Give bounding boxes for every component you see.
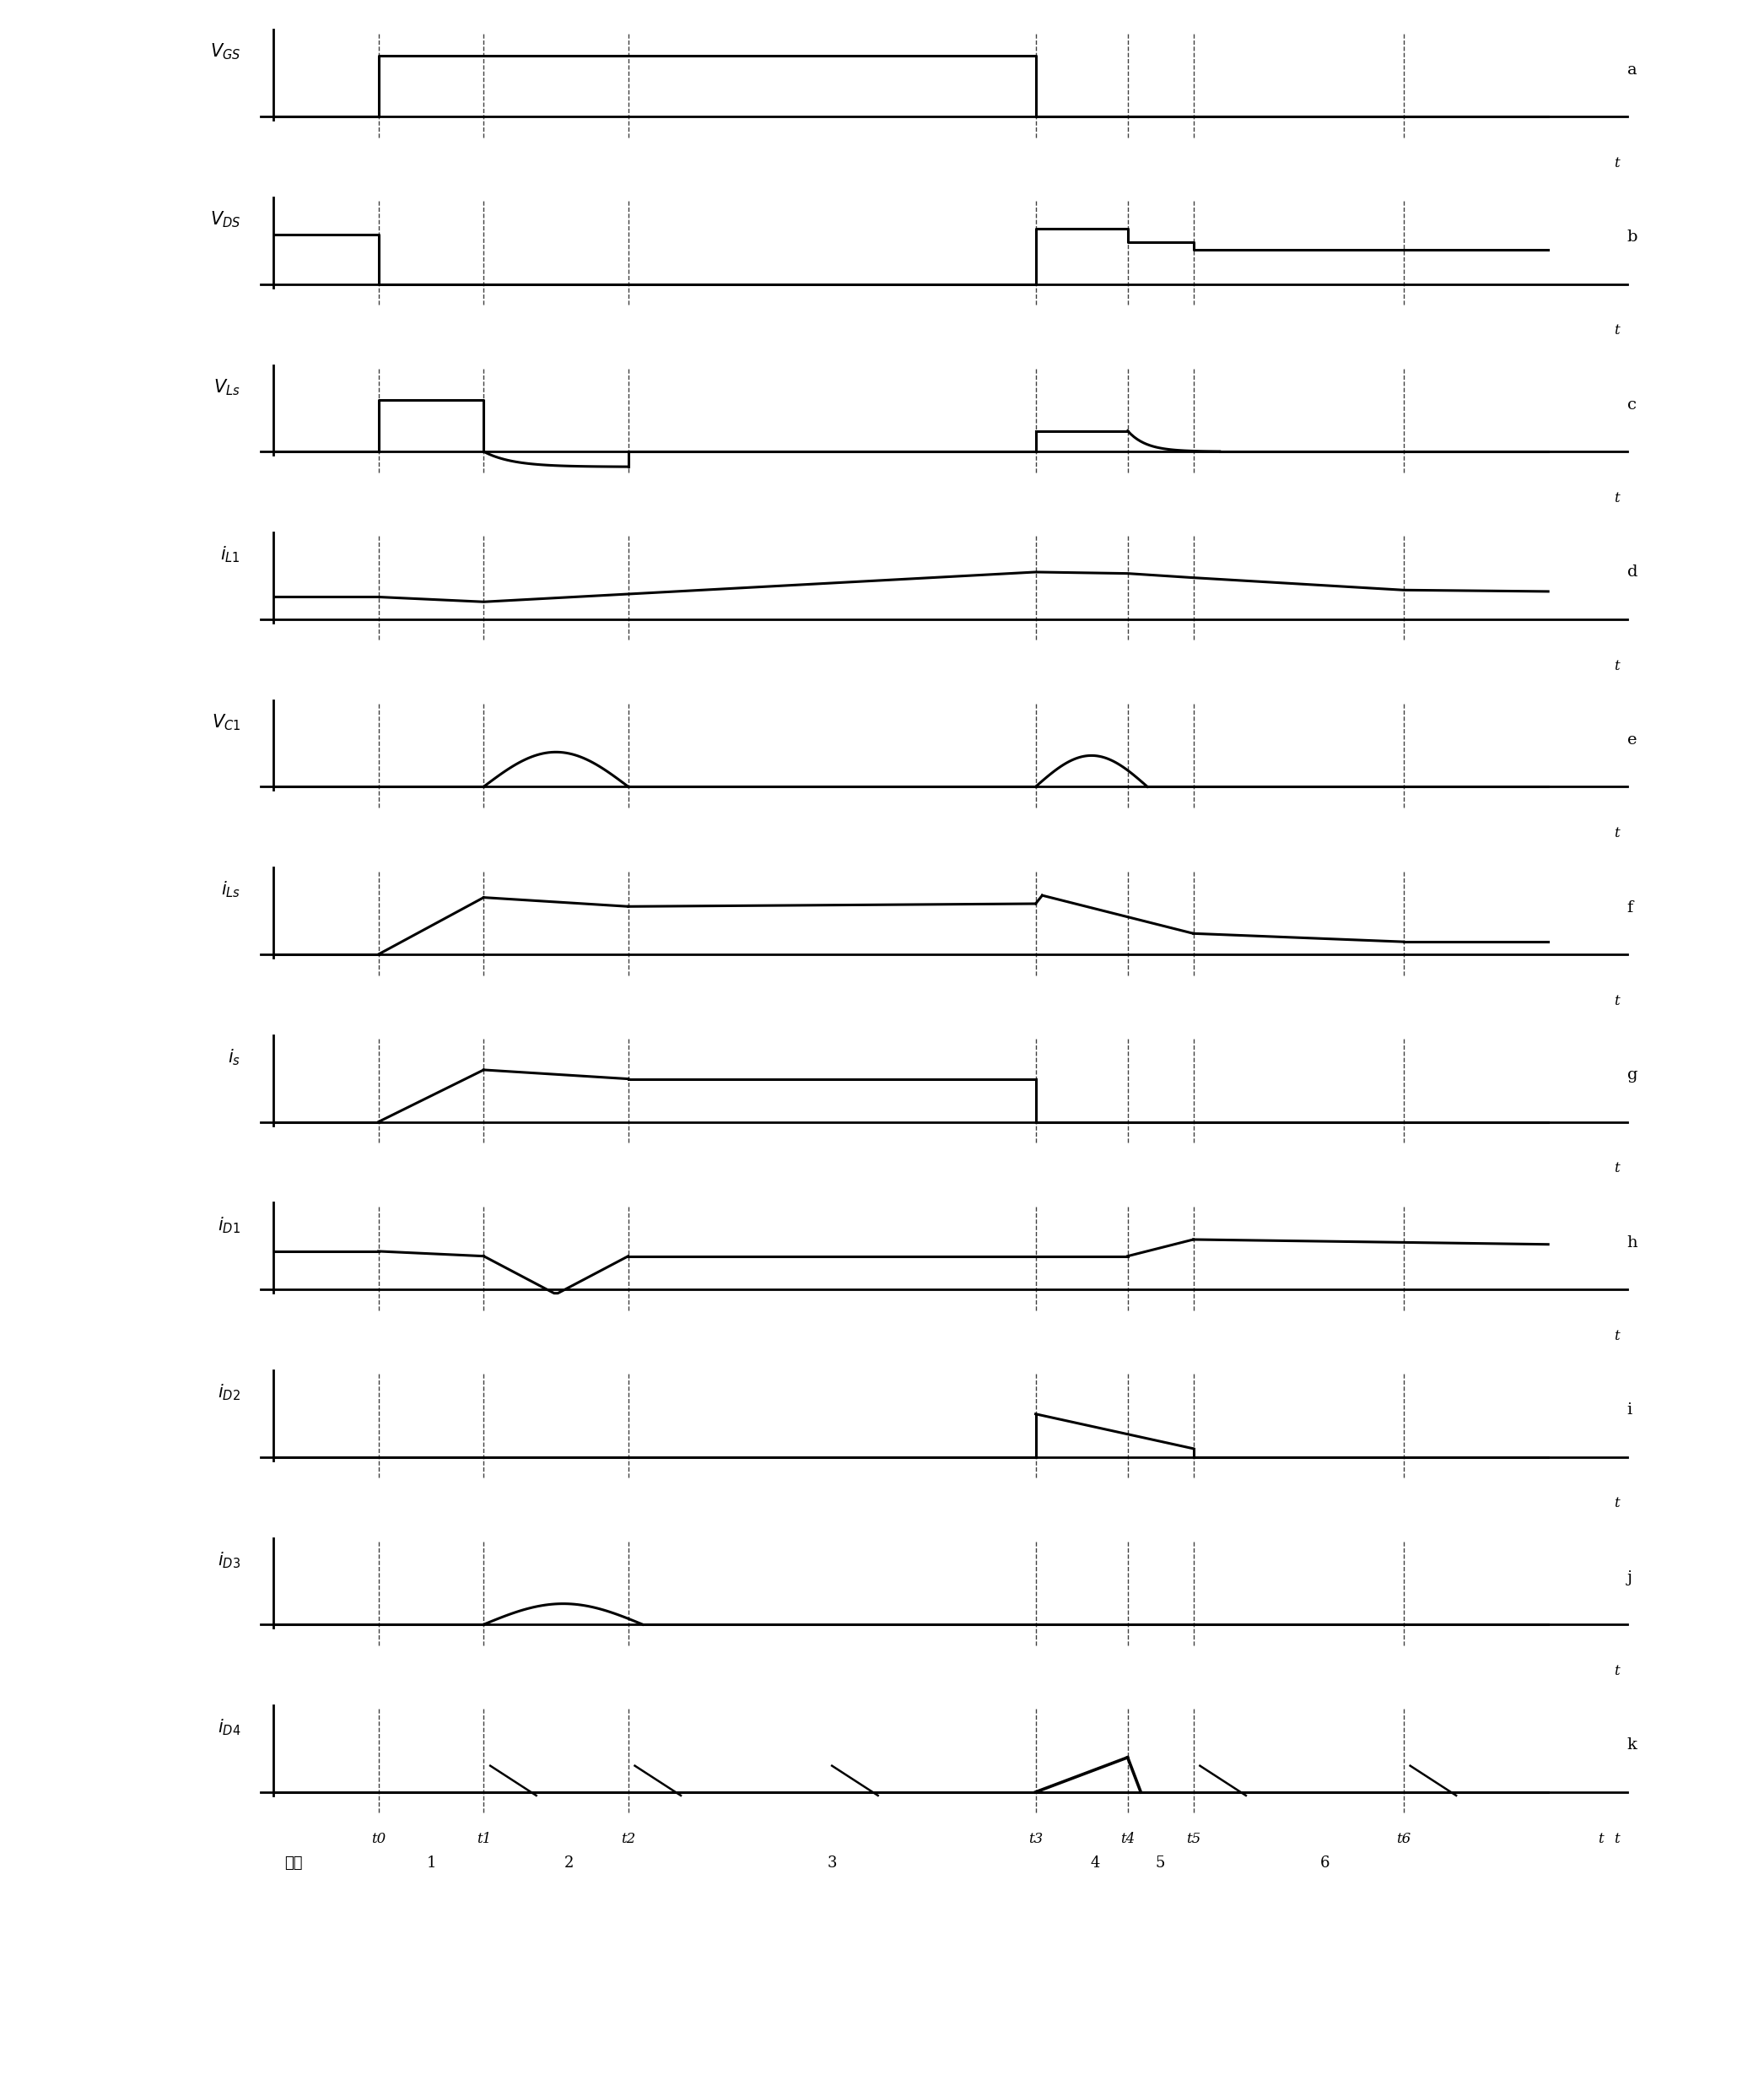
Text: t: t: [1614, 826, 1619, 840]
Text: j: j: [1626, 1570, 1632, 1585]
Text: t4: t4: [1120, 1833, 1134, 1847]
Text: t5: t5: [1185, 1833, 1201, 1847]
Text: 2: 2: [564, 1856, 573, 1870]
Text: t3: t3: [1028, 1833, 1043, 1847]
Text: b: b: [1626, 229, 1637, 244]
Text: 4: 4: [1090, 1856, 1099, 1870]
Text: 3: 3: [827, 1856, 836, 1870]
Text: $i_{D2}$: $i_{D2}$: [217, 1382, 240, 1403]
Text: e: e: [1626, 732, 1637, 749]
Text: t: t: [1614, 1664, 1619, 1678]
Text: $i_{D3}$: $i_{D3}$: [217, 1549, 240, 1570]
Text: t: t: [1614, 156, 1619, 171]
Text: t: t: [1614, 995, 1619, 1007]
Text: $i_{Ls}$: $i_{Ls}$: [220, 880, 240, 901]
Text: d: d: [1626, 565, 1637, 580]
Text: $V_{DS}$: $V_{DS}$: [210, 211, 240, 229]
Text: $V_{GS}$: $V_{GS}$: [210, 42, 240, 63]
Text: t2: t2: [621, 1833, 635, 1847]
Text: 6: 6: [1319, 1856, 1330, 1870]
Text: f: f: [1626, 901, 1633, 915]
Text: t6: t6: [1397, 1833, 1411, 1847]
Text: c: c: [1626, 398, 1637, 413]
Text: $i_{L1}$: $i_{L1}$: [220, 544, 240, 565]
Text: t: t: [1614, 1497, 1619, 1512]
Text: t: t: [1614, 1831, 1619, 1845]
Text: a: a: [1626, 63, 1637, 77]
Text: t0: t0: [370, 1833, 386, 1847]
Text: t: t: [1614, 1328, 1619, 1343]
Text: $i_{D1}$: $i_{D1}$: [217, 1216, 240, 1234]
Text: i: i: [1626, 1403, 1632, 1418]
Text: t: t: [1614, 1161, 1619, 1176]
Text: t: t: [1614, 492, 1619, 505]
Text: t: t: [1614, 323, 1619, 338]
Text: t: t: [1598, 1833, 1603, 1847]
Text: t1: t1: [476, 1833, 490, 1847]
Text: k: k: [1626, 1737, 1637, 1753]
Text: h: h: [1626, 1234, 1637, 1251]
Text: g: g: [1626, 1068, 1637, 1082]
Text: 时段: 时段: [284, 1856, 302, 1870]
Text: $i_{D4}$: $i_{D4}$: [217, 1718, 240, 1737]
Text: 1: 1: [427, 1856, 436, 1870]
Text: 5: 5: [1155, 1856, 1166, 1870]
Text: $V_{Ls}$: $V_{Ls}$: [213, 377, 240, 396]
Text: t: t: [1614, 659, 1619, 673]
Text: $i_s$: $i_s$: [228, 1047, 240, 1068]
Text: $V_{C1}$: $V_{C1}$: [212, 713, 240, 732]
